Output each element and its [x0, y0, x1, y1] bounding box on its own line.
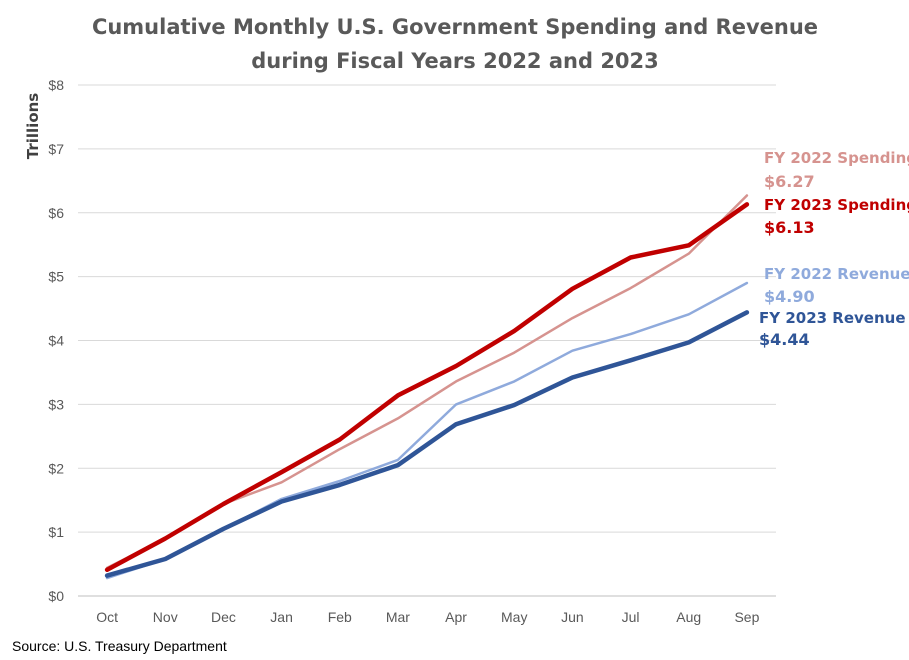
source-note: Source: U.S. Treasury Department — [12, 638, 227, 654]
series-line-fy-2022-revenue — [105, 281, 749, 580]
end-label-name: FY 2022 Spending — [764, 149, 909, 167]
end-label-name: FY 2022 Revenue — [764, 265, 909, 283]
x-tick-label: Dec — [211, 609, 236, 625]
x-tick-label: Sep — [734, 609, 759, 625]
end-label-name: FY 2023 Revenue — [759, 309, 906, 327]
chart-subtitle: during Fiscal Years 2022 and 2023 — [251, 49, 659, 73]
y-tick-label: $0 — [48, 588, 64, 604]
series-line-fy-2023-revenue — [104, 310, 750, 578]
end-label-value: $4.90 — [764, 287, 815, 306]
x-tick-label: Nov — [153, 609, 178, 625]
x-tick-label: Oct — [96, 609, 118, 625]
y-axis-label: Trillions — [24, 93, 42, 160]
end-labels: FY 2022 Spending $6.27 FY 2023 Spending $6.… — [759, 149, 909, 349]
x-tick-label: Feb — [328, 609, 352, 625]
chart-title: Cumulative Monthly U.S. Government Spend… — [92, 15, 818, 39]
series-line-fy-2023-spending — [104, 202, 750, 573]
end-label-name: FY 2023 Spending — [764, 196, 909, 214]
gridlines — [78, 84, 776, 597]
y-tick-label: $6 — [48, 205, 64, 221]
y-tick-label: $3 — [48, 396, 64, 412]
end-label-value: $6.27 — [764, 172, 815, 191]
end-label-value: $6.13 — [764, 218, 815, 237]
y-tick-label: $1 — [48, 524, 64, 540]
x-tick-label: Jan — [270, 609, 293, 625]
x-tick-label: Jul — [622, 609, 640, 625]
series-lines — [104, 194, 750, 580]
x-tick-label: Apr — [445, 609, 467, 625]
x-tick-label: Mar — [386, 609, 410, 625]
x-tick-labels: Oct Nov Dec Jan Feb Mar Apr May Jun Jul Aug Sep — [96, 609, 759, 625]
x-tick-label: Aug — [676, 609, 701, 625]
y-tick-label: $5 — [48, 269, 64, 285]
y-tick-label: $4 — [48, 333, 64, 349]
x-tick-label: Jun — [561, 609, 584, 625]
end-label-value: $4.44 — [759, 330, 810, 349]
y-tick-label: $2 — [48, 460, 64, 476]
y-tick-label: $8 — [48, 77, 64, 93]
y-tick-labels: $0 $1 $2 $3 $4 $5 $6 $7 $8 — [48, 77, 64, 604]
y-tick-label: $7 — [48, 141, 64, 157]
x-tick-label: May — [501, 609, 527, 625]
